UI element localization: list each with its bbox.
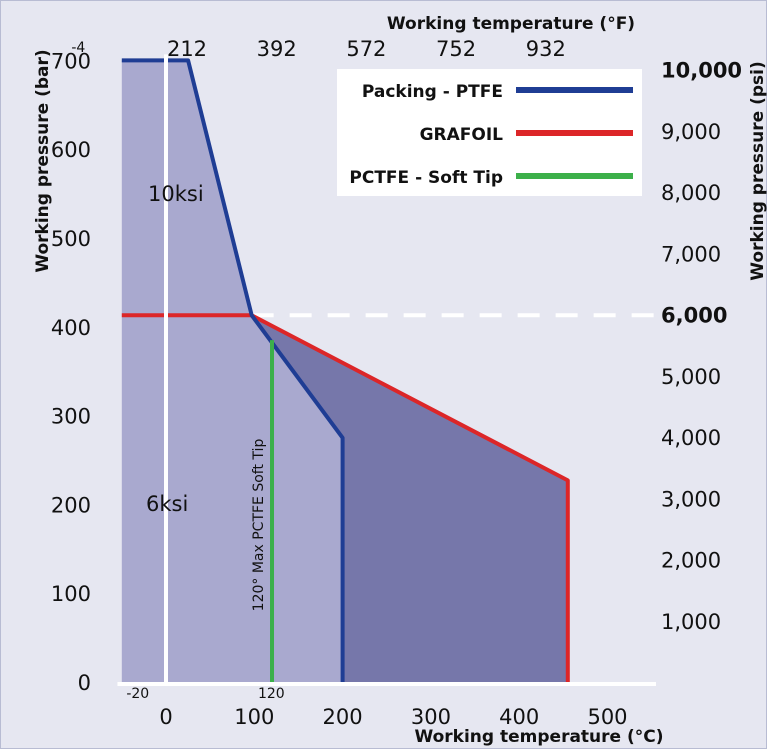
grafoil-region-fill (251, 315, 568, 682)
x-fahrenheit-tick-label: 212 (167, 37, 207, 61)
x-label-minus-20: -20 (126, 686, 149, 702)
labels: 0 100 200 300 400 500 600 700 1,000 2,000 3,000 4,0… (33, 14, 767, 747)
ptfe-region-fill (121, 60, 343, 682)
y-psi-tick-label: 9,000 (661, 120, 721, 144)
y-psi-tick-label: 1,000 (661, 610, 721, 634)
y-psi-tick-label: 8,000 (661, 181, 721, 205)
legend-label: GRAFOIL (420, 125, 504, 145)
x-top-axis-title: Working temperature (°F) (387, 14, 635, 34)
y-psi-tick-label: 3,000 (661, 487, 721, 511)
legend-label: Packing - PTFE (362, 82, 503, 102)
x-fahrenheit-tick-label: 392 (257, 37, 297, 61)
fill-regions (121, 60, 568, 682)
legend-label: PCTFE - Soft Tip (349, 168, 503, 188)
axes (117, 54, 656, 686)
x-celsius-tick-label: 300 (411, 705, 451, 729)
y-psi-tick-label: 7,000 (661, 242, 721, 266)
y-psi-tick-label: 6,000 (661, 304, 727, 328)
y-psi-tick-label: 10,000 (661, 59, 742, 83)
y-bar-tick-label: 400 (51, 316, 91, 340)
x-fahrenheit-tick-label: 932 (526, 37, 566, 61)
x-celsius-tick-label: 100 (234, 705, 274, 729)
legend: Packing - PTFE GRAFOIL PCTFE - Soft Tip (337, 69, 642, 196)
y-bar-tick-label: 700 (51, 49, 91, 73)
x-bottom-axis-title: Working temperature (°C) (414, 727, 663, 747)
x-label-120: 120 (258, 686, 285, 702)
y-bar-tick-label: 200 (51, 493, 91, 517)
annotation-pctfe-max: 120° Max PCTFE Soft Tip (251, 439, 267, 612)
x-fahrenheit-tick-label: 572 (346, 37, 386, 61)
y-psi-tick-label: 5,000 (661, 365, 721, 389)
region-label-6ksi: 6ksi (146, 492, 188, 516)
x-celsius-tick-label: 500 (587, 705, 627, 729)
y-left-axis-title: Working pressure (bar) (33, 49, 53, 272)
y-psi-tick-label: 4,000 (661, 426, 721, 450)
x-celsius-tick-label: 0 (159, 705, 172, 729)
x-celsius-tick-label: 400 (499, 705, 539, 729)
y-bar-tick-label: 600 (51, 138, 91, 162)
y-psi-tick-label: 2,000 (661, 549, 721, 573)
x-label-minus-4: -4 (71, 40, 85, 56)
y-bar-tick-label: 500 (51, 227, 91, 251)
x-celsius-tick-label: 200 (323, 705, 363, 729)
region-label-10ksi: 10ksi (148, 182, 204, 206)
y-bar-tick-label: 0 (78, 671, 91, 695)
series-line-grafoil (121, 313, 570, 682)
y-bar-tick-label: 300 (51, 405, 91, 429)
y-right-axis-title: Working pressure (psi) (748, 61, 767, 280)
y-bar-tick-label: 100 (51, 582, 91, 606)
x-fahrenheit-tick-label: 752 (436, 37, 476, 61)
